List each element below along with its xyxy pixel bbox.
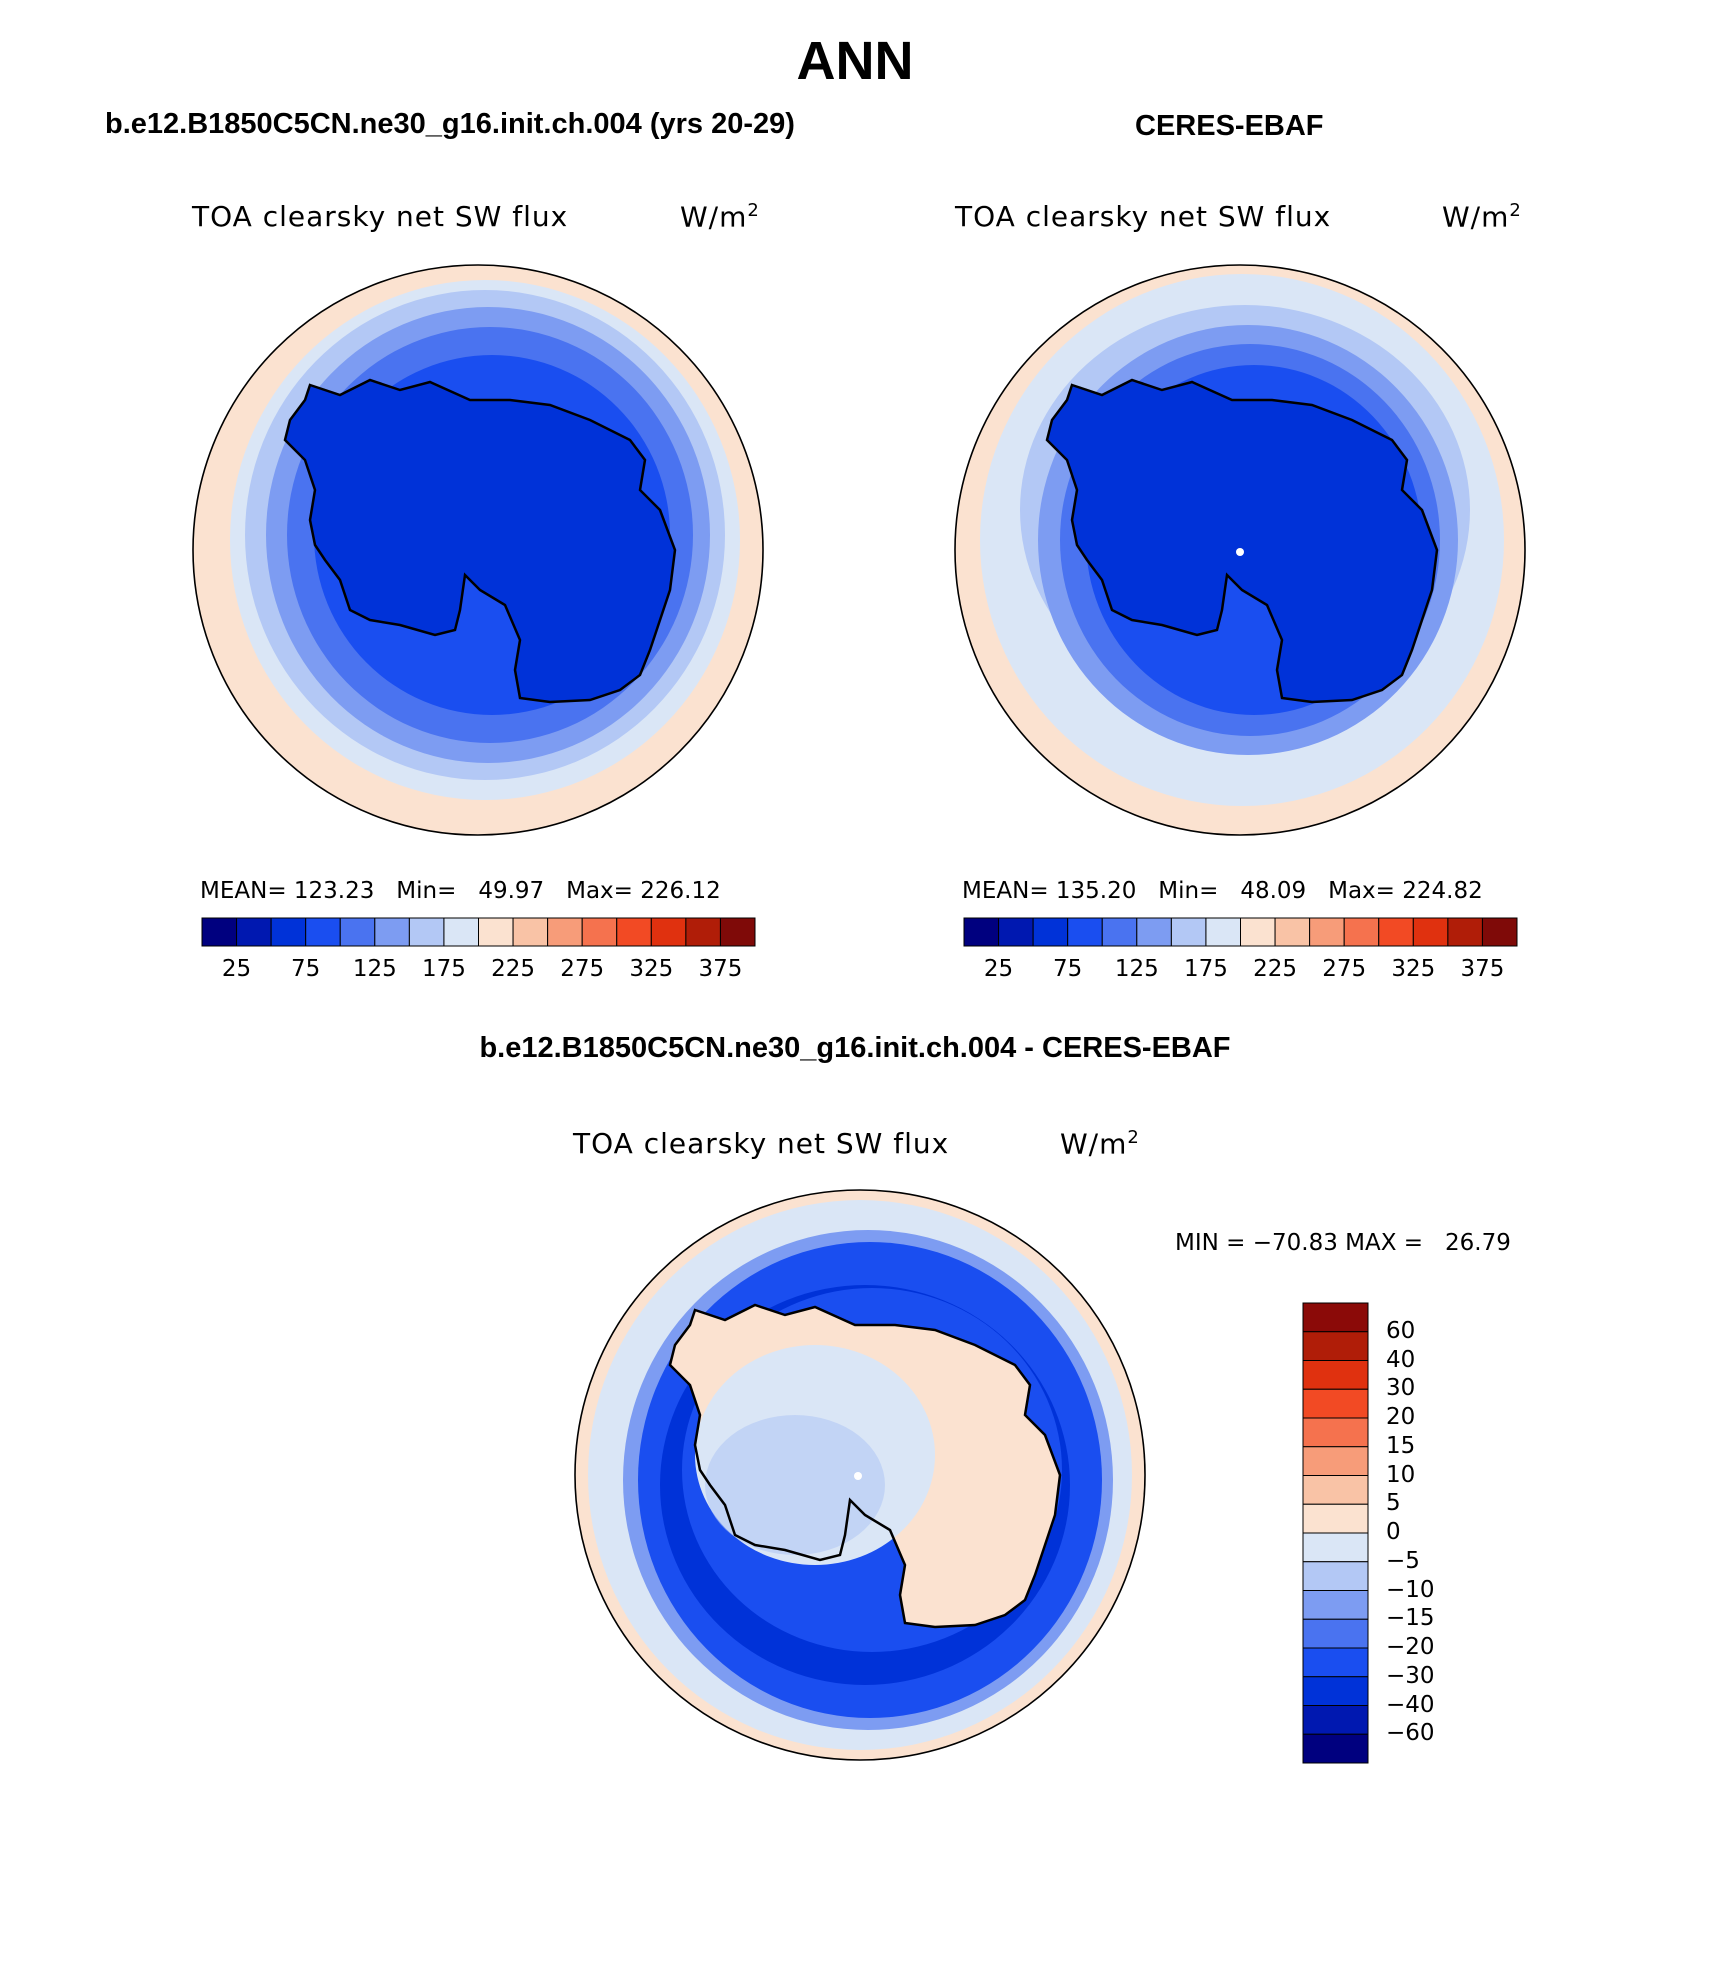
colorbar-swatch — [1309, 917, 1345, 947]
colorbar-swatch — [339, 917, 376, 947]
colorbar-swatch — [1302, 1446, 1369, 1476]
colorbar-swatch — [1302, 1561, 1369, 1591]
colorbar-swatch — [1302, 1360, 1369, 1390]
colorbar-tick-label: 325 — [1391, 956, 1436, 982]
colorbar-swatch — [408, 917, 445, 947]
colorbar-swatch — [1067, 917, 1103, 947]
colorbar-swatch — [512, 917, 549, 947]
colorbar-tick-label: 225 — [1253, 956, 1298, 982]
colorbar-swatch — [1205, 917, 1241, 947]
colorbar-swatch — [1412, 917, 1449, 947]
colorbar-tick-label: 5 — [1386, 1490, 1401, 1517]
colorbar-tick-label: −15 — [1386, 1605, 1435, 1632]
colorbar-tick-label: 0 — [1386, 1519, 1401, 1545]
colorbar-tick-label: 15 — [1386, 1432, 1416, 1459]
left-panel-case-title: b.e12.B1850C5CN.ne30_g16.init.ch.004 (yr… — [105, 108, 795, 140]
diff-panel-units: W/m2 — [1060, 1127, 1140, 1161]
colorbar-swatch — [1302, 1388, 1369, 1419]
colorbar-swatch — [1032, 917, 1069, 947]
diff-panel-minmax: MIN = −70.83 MAX = 26.79 — [1175, 1230, 1511, 1256]
colorbar-tick-label: 20 — [1386, 1404, 1416, 1430]
diff-panel-colorbar — [1302, 1302, 1369, 1764]
colorbar-tick-label: 275 — [560, 956, 605, 982]
colorbar-tick-label: 125 — [1114, 956, 1159, 982]
colorbar-swatch — [1447, 917, 1483, 947]
left-panel-variable: TOA clearsky net SW flux — [192, 200, 569, 233]
colorbar-swatch — [1378, 917, 1414, 947]
colorbar-swatch — [1302, 1475, 1369, 1505]
colorbar-swatch — [581, 917, 618, 947]
colorbar-tick-label: −40 — [1386, 1691, 1435, 1718]
diff-panel-map — [574, 1189, 1146, 1761]
colorbar-swatch — [443, 917, 479, 947]
colorbar-swatch — [305, 917, 341, 947]
colorbar-tick-label: −30 — [1386, 1662, 1435, 1689]
colorbar-swatch — [478, 917, 514, 947]
colorbar-swatch — [719, 917, 756, 947]
colorbar-swatch — [1302, 1733, 1369, 1764]
left-panel-units: W/m2 — [680, 200, 760, 234]
colorbar-swatch — [1302, 1676, 1369, 1706]
colorbar-swatch — [1302, 1590, 1369, 1620]
colorbar-swatch — [1343, 917, 1380, 947]
left-panel-map — [192, 264, 764, 836]
diff-panel-title: b.e12.B1850C5CN.ne30_g16.init.ch.004 - C… — [479, 1032, 1231, 1064]
colorbar-tick-label: −60 — [1386, 1720, 1435, 1747]
colorbar-swatch — [374, 917, 410, 947]
right-panel-stats: MEAN= 135.20 Min= 48.09 Max= 224.82 — [962, 878, 1483, 904]
colorbar-tick-label: 125 — [352, 956, 397, 982]
right-panel-map — [954, 264, 1526, 836]
colorbar-tick-label: 25 — [983, 956, 1014, 982]
colorbar-tick-label: 30 — [1386, 1375, 1416, 1402]
colorbar-tick-label: −10 — [1386, 1576, 1435, 1603]
colorbar-swatch — [1302, 1302, 1369, 1333]
colorbar-swatch — [1302, 1532, 1369, 1563]
colorbar-swatch — [1481, 917, 1518, 947]
right-panel-units: W/m2 — [1442, 200, 1522, 234]
colorbar-swatch — [1302, 1618, 1369, 1649]
colorbar-tick-label: 10 — [1386, 1461, 1416, 1488]
colorbar-swatch — [201, 917, 238, 947]
colorbar-swatch — [1302, 1331, 1369, 1361]
colorbar-swatch — [547, 917, 583, 947]
colorbar-swatch — [616, 917, 652, 947]
colorbar-swatch — [1136, 917, 1172, 947]
colorbar-tick-label: 75 — [291, 956, 321, 982]
colorbar-tick-label: 225 — [491, 956, 536, 982]
colorbar-swatch — [998, 917, 1034, 947]
colorbar-tick-label: 275 — [1322, 956, 1367, 982]
colorbar-swatch — [236, 917, 272, 947]
colorbar-swatch — [1170, 917, 1207, 947]
left-panel-stats: MEAN= 123.23 Min= 49.97 Max= 226.12 — [200, 878, 721, 904]
colorbar-tick-label: 375 — [1460, 956, 1505, 982]
colorbar-tick-label: 325 — [629, 956, 674, 982]
colorbar-swatch — [685, 917, 721, 947]
colorbar-tick-label: 40 — [1386, 1346, 1416, 1373]
colorbar-tick-label: −5 — [1386, 1547, 1420, 1574]
right-panel-case-title: CERES-EBAF — [1135, 110, 1324, 142]
left-panel-colorbar — [201, 917, 756, 947]
colorbar-swatch — [1302, 1705, 1369, 1735]
colorbar-tick-label: 75 — [1053, 956, 1083, 982]
right-panel-colorbar — [963, 917, 1518, 947]
colorbar-swatch — [963, 917, 1000, 947]
colorbar-swatch — [650, 917, 687, 947]
colorbar-swatch — [1101, 917, 1138, 947]
colorbar-swatch — [1240, 917, 1276, 947]
colorbar-swatch — [1302, 1417, 1369, 1448]
colorbar-tick-label: 25 — [221, 956, 252, 982]
diff-panel-variable: TOA clearsky net SW flux — [573, 1127, 950, 1160]
colorbar-tick-label: 60 — [1386, 1317, 1416, 1344]
colorbar-swatch — [1274, 917, 1311, 947]
colorbar-swatch — [270, 917, 307, 947]
colorbar-tick-label: −20 — [1386, 1634, 1435, 1660]
colorbar-tick-label: 175 — [421, 956, 466, 982]
page-title: ANN — [796, 31, 914, 91]
colorbar-tick-label: 375 — [698, 956, 743, 982]
colorbar-tick-label: 175 — [1183, 956, 1228, 982]
right-panel-variable: TOA clearsky net SW flux — [955, 200, 1332, 233]
colorbar-swatch — [1302, 1647, 1369, 1678]
colorbar-swatch — [1302, 1503, 1369, 1534]
